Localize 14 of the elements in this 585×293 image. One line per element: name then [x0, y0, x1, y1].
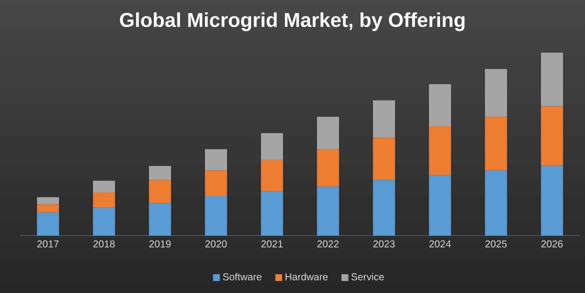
chart-title: Global Microgrid Market, by Offering [120, 12, 465, 32]
legend-label: Service [351, 273, 384, 280]
legend-label: Hardware [286, 273, 328, 280]
x-tick-label: 2022 [317, 240, 339, 248]
x-tick-label: 2018 [93, 240, 115, 248]
x-tick-label: 2020 [205, 240, 227, 248]
legend-label: Software [222, 273, 262, 280]
x-tick-label: 2021 [261, 240, 283, 248]
x-tick-label: 2026 [541, 240, 563, 248]
x-tick-label: 2025 [485, 240, 507, 248]
x-tick-label: 2024 [429, 240, 451, 248]
x-tick-label: 2023 [373, 240, 395, 248]
x-tick-label: 2017 [37, 240, 59, 248]
x-tick-label: 2019 [149, 240, 171, 248]
